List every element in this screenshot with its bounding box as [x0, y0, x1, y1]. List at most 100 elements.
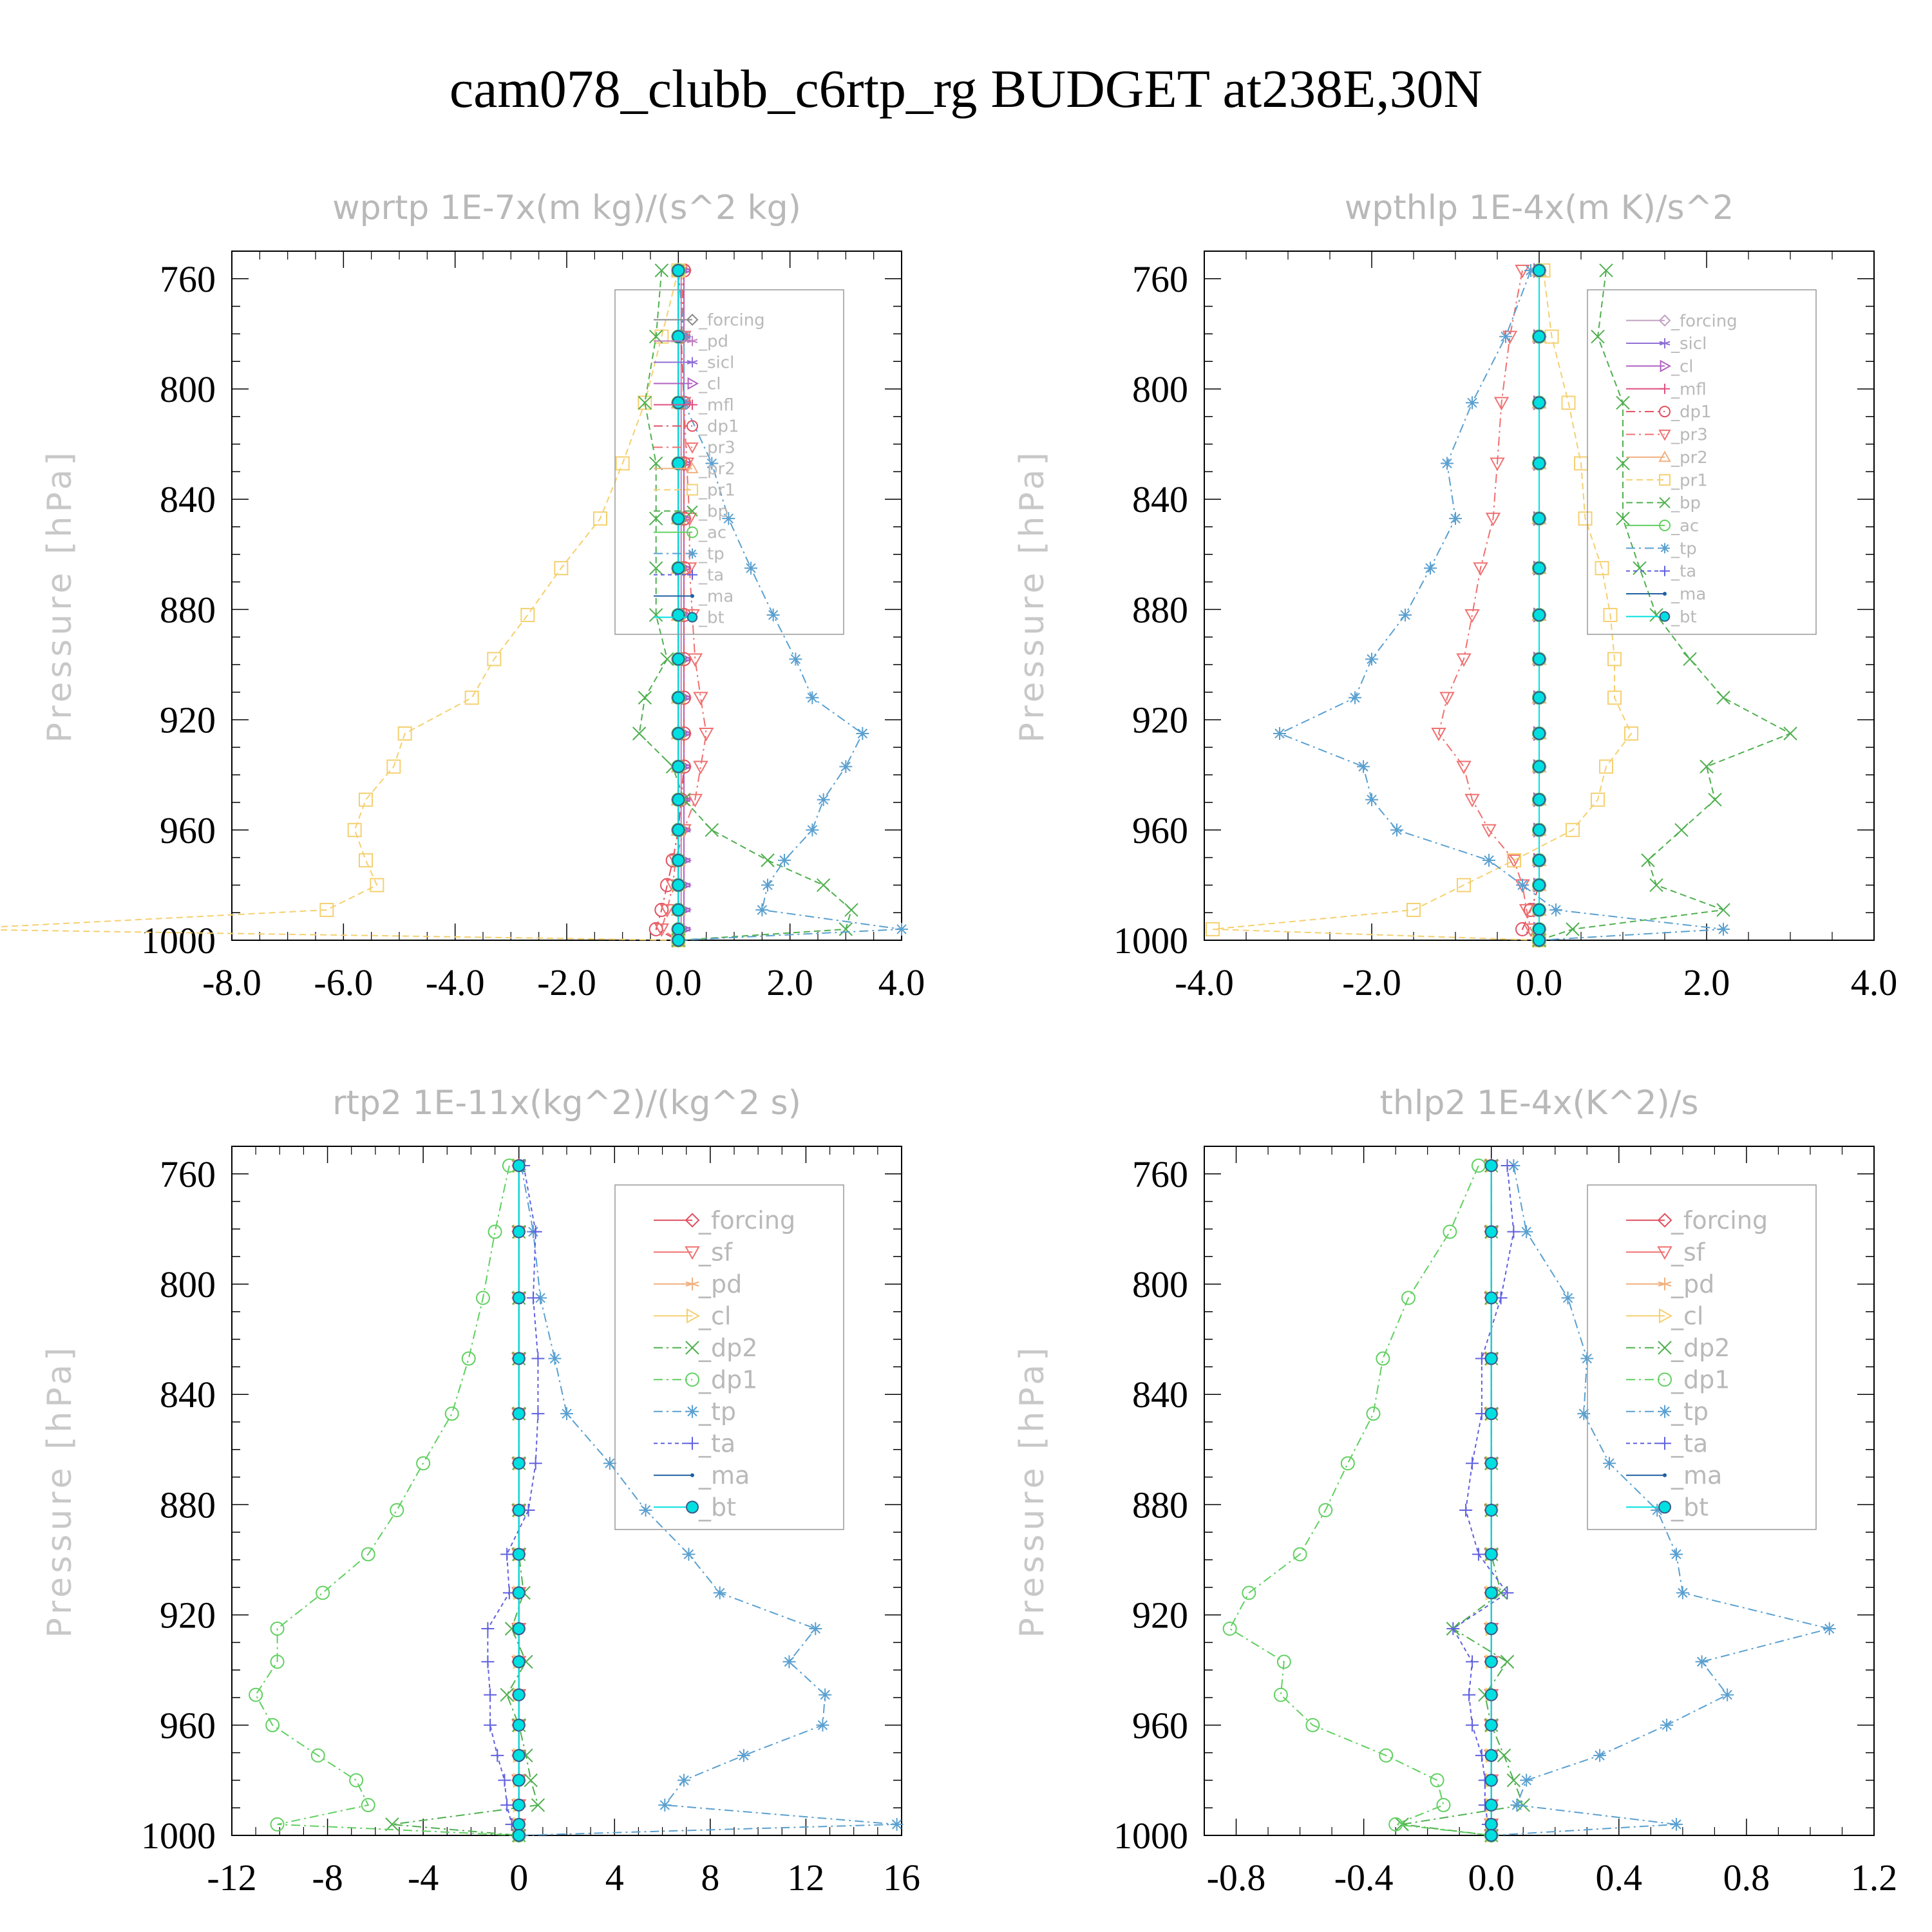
data-point [639, 1503, 652, 1517]
data-point [1549, 903, 1562, 916]
legend-entry: _pr1 [654, 481, 735, 500]
legend-label: _ma [1671, 1461, 1722, 1490]
series-pr1 [1206, 263, 1638, 947]
data-point [1700, 759, 1714, 774]
x-tick-label: -0.4 [1334, 1857, 1394, 1899]
series-cl [513, 1158, 527, 1843]
data-point [1577, 1407, 1591, 1421]
legend-label: _pd [698, 1270, 742, 1298]
data-point [806, 691, 819, 705]
data-point [1441, 457, 1454, 470]
legend-entry: _sicl [654, 354, 734, 373]
x-tick-label: 2.0 [1683, 961, 1730, 1003]
data-point [1599, 263, 1613, 278]
legend-label: _bt [698, 609, 724, 628]
data-point [512, 1688, 526, 1701]
data-point [1519, 904, 1535, 918]
data-point [1484, 1622, 1498, 1635]
legend-label: _ta [1671, 562, 1696, 582]
data-point [1484, 1586, 1498, 1600]
legend-label: _ta [698, 566, 724, 585]
x-tick-label: -0.8 [1207, 1857, 1266, 1899]
data-point [484, 1688, 497, 1701]
data-point [1222, 1622, 1237, 1636]
data-point [1533, 396, 1546, 410]
data-point [488, 1224, 502, 1239]
data-point [512, 1159, 526, 1172]
data-point [1566, 822, 1580, 837]
data-point [649, 922, 663, 936]
y-axis-label: Pressure [hPa] [1013, 1344, 1052, 1638]
data-point [1607, 652, 1622, 667]
legend-entry: _forcing [1626, 312, 1738, 331]
y-tick-label: 880 [1132, 589, 1188, 630]
legend-label: _dp1 [698, 417, 739, 437]
data-point [349, 1773, 364, 1788]
legend-entry: _sf [1626, 1238, 1706, 1267]
data-point [1510, 1798, 1524, 1812]
series-line [677, 270, 902, 941]
data-point [531, 1407, 545, 1421]
data-point [744, 562, 757, 575]
legend-entry: _ac [1626, 516, 1699, 536]
legend-box [1587, 289, 1817, 635]
x-tick-label: 16 [883, 1857, 920, 1899]
y-axis-label: Pressure [hPa] [41, 449, 79, 743]
series-line [254, 1165, 519, 1836]
data-point [1449, 512, 1462, 526]
data-point [761, 853, 775, 867]
data-point [1457, 878, 1471, 893]
y-tick-label: 960 [160, 810, 216, 851]
legend-entry: _dp1 [654, 1366, 757, 1394]
x-tick-label: -6.0 [314, 961, 373, 1003]
data-point [1516, 878, 1529, 892]
y-tick-label: 960 [1132, 1705, 1188, 1747]
legend-entry: _bt [654, 609, 724, 628]
data-point [1484, 1817, 1498, 1831]
legend-label: _sicl [698, 354, 734, 373]
series-line [1229, 1165, 1492, 1836]
y-tick-label: 1000 [1113, 1815, 1188, 1857]
data-point [464, 690, 479, 705]
legend-entry: _tp [654, 1397, 736, 1426]
legend-label: _dp2 [698, 1334, 757, 1362]
data-point [681, 562, 697, 576]
data-point [638, 690, 652, 705]
data-point [548, 1352, 562, 1365]
data-point [249, 1687, 263, 1702]
data-point [856, 727, 869, 740]
x-tick-label: 0 [509, 1857, 528, 1899]
data-point [1305, 1718, 1320, 1732]
data-point [512, 1817, 526, 1831]
legend: _forcing _sf _pd _cl _dp2 _dp1 _tp _ta _ma _bt [614, 1184, 844, 1530]
legend-entry: _ta [654, 1430, 735, 1458]
series-line [1278, 270, 1724, 941]
legend-label: _pr1 [698, 481, 735, 500]
data-point [1520, 1774, 1533, 1787]
legend: _forcing _pd _sicl _cl _mfl _dp1 _pr3 _pr2 _pr1 _… [614, 289, 844, 635]
data-point [593, 511, 607, 526]
data-point [1490, 457, 1505, 471]
legend-label: _ac [698, 524, 726, 543]
y-axis-label: Pressure [hPa] [41, 1344, 79, 1638]
data-point [672, 691, 685, 705]
series-line [1491, 1165, 1830, 1836]
y-tick-label: 1000 [141, 1815, 216, 1857]
legend-entry: _tp [654, 545, 724, 564]
data-point [615, 456, 630, 471]
x-tick-label: -2.0 [537, 961, 596, 1003]
legend-label: _tp [1671, 539, 1697, 558]
y-tick-label: 920 [1132, 699, 1188, 741]
data-point [481, 1622, 495, 1635]
y-tick-label: 920 [1132, 1595, 1188, 1636]
data-point [1473, 562, 1488, 576]
legend-label: _ac [1671, 516, 1699, 536]
data-point [672, 457, 685, 470]
data-point [654, 923, 670, 937]
data-point [1506, 854, 1522, 868]
series-dp1 [249, 1158, 526, 1842]
data-point [1464, 609, 1480, 623]
y-tick-label: 840 [1132, 478, 1188, 520]
data-point [554, 561, 569, 576]
chart-panel-1: wprtp 1E-7x(m kg)/(s^2 kg) Pressure [hPa]… [0, 189, 925, 1003]
